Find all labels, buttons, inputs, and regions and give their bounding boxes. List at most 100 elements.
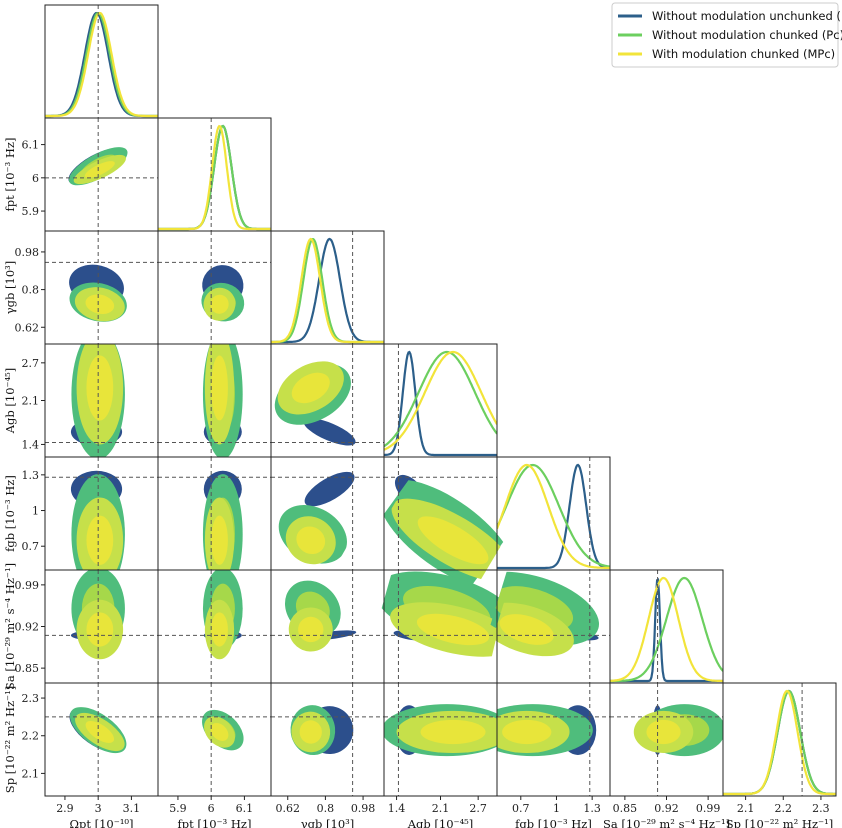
x-tick-label: 2.9 [56, 802, 74, 815]
y-tick-label: 0.8 [22, 284, 40, 297]
density-pc-S_a [610, 576, 723, 683]
x-axis-label-f_gb: fgb [10⁻³ Hz] [515, 817, 592, 828]
density-pc-gamma_gb [271, 237, 384, 344]
legend-label-mpc: With modulation chunked (MPc) [652, 47, 835, 61]
y-axis-label-f_gb: fgb [10⁻³ Hz] [3, 475, 17, 552]
density-p-gamma_gb [271, 237, 384, 344]
contour-mpc-inner [502, 719, 552, 745]
density-p-f_gb [497, 463, 610, 570]
x-tick-label: 2.3 [812, 802, 830, 815]
x-tick-label: 3 [95, 802, 102, 815]
density-mpc-S_a [610, 576, 723, 683]
x-tick-label: 0.92 [654, 802, 679, 815]
x-tick-label: 0.7 [512, 802, 530, 815]
contour-mpc-inner [499, 614, 554, 645]
y-tick-label: 2.7 [22, 357, 40, 370]
x-tick-label: 0.99 [696, 802, 721, 815]
y-tick-label: 0.85 [15, 662, 40, 675]
contour-mpc-inner [211, 355, 228, 421]
x-tick-label: 2.1 [737, 802, 755, 815]
contour-mpc-inner [646, 719, 681, 745]
y-axis-label-gamma_gb: γgb [10³] [3, 261, 17, 314]
contour-mpc-inner [86, 355, 114, 421]
density-pc-S_p [723, 689, 836, 796]
density-mpc-f_pt [158, 124, 271, 231]
y-tick-label: 6 [32, 172, 39, 185]
contour-mpc-inner [291, 372, 330, 404]
y-tick-label: 6.1 [22, 139, 40, 152]
panels-layer: 5.9 6 6.1 fpt [10⁻³ Hz] 0.62 0.8 0.98 γgb [10³]… [3, 4, 837, 828]
density-pc-Omega_pt [45, 12, 158, 118]
density-pc-f_gb [497, 463, 610, 568]
contour-mpc-inner [85, 294, 115, 315]
contour-mpc-inner [86, 515, 114, 565]
legend-box [611, 2, 839, 68]
contour-mpc-inner [86, 612, 114, 647]
legend-label-p: Without modulation unchunked (P) [652, 9, 842, 23]
y-axis-label-A_gb: Agb [10⁻⁴⁵] [3, 368, 17, 435]
y-tick-label: 2.1 [22, 395, 40, 408]
density-p-S_p [723, 689, 836, 796]
x-tick-label: 2.2 [775, 802, 793, 815]
x-tick-label: 0.62 [275, 802, 300, 815]
contour-p [304, 471, 355, 507]
y-axis-label-f_pt: fpt [10⁻³ Hz] [3, 138, 17, 212]
contour-mpc-inner [211, 612, 228, 647]
x-tick-label: 2.1 [432, 802, 450, 815]
x-tick-label: 3.1 [123, 802, 141, 815]
density-mpc-A_gb [384, 350, 497, 451]
x-tick-label: 0.98 [351, 802, 376, 815]
density-pc-A_gb [384, 350, 497, 448]
x-axis-label-S_a: Sa [10⁻²⁹ m² s⁻⁴ Hz⁻¹] [603, 817, 730, 828]
density-p-Omega_pt [45, 11, 158, 118]
contour-mpc-inner [298, 616, 324, 643]
y-tick-label: 0.92 [15, 621, 40, 634]
density-mpc-S_p [723, 689, 836, 796]
contour-p [303, 418, 356, 446]
x-tick-label: 0.85 [613, 802, 638, 815]
contour-mpc-inner [417, 516, 489, 565]
x-tick-label: 6.1 [236, 802, 254, 815]
y-tick-label: 2.2 [22, 730, 40, 743]
x-tick-label: 5.9 [169, 802, 187, 815]
x-tick-label: 1 [553, 802, 560, 815]
contour-mpc-inner [211, 515, 228, 565]
y-tick-label: 0.62 [15, 321, 40, 334]
y-axis-label-S_p: Sp [10⁻²² m² Hz⁻¹] [3, 686, 17, 793]
legend-label-pc: Without modulation chunked (Pc) [652, 28, 842, 42]
y-tick-label: 1.3 [22, 469, 40, 482]
contour-mpc-inner [85, 720, 115, 743]
contour-mpc-inner [84, 161, 115, 178]
x-axis-label-Omega_pt: Ωpt [10⁻¹⁰] [69, 817, 133, 828]
panel-frame [157, 117, 272, 232]
density-p-A_gb [384, 350, 497, 457]
panel-frame [270, 230, 385, 345]
density-mpc-gamma_gb [271, 237, 384, 344]
x-tick-label: 6 [208, 802, 215, 815]
panel-frame [496, 456, 611, 571]
contour-mpc-inner [420, 719, 486, 745]
density-mpc-f_gb [497, 463, 610, 569]
y-tick-label: 2.1 [22, 767, 40, 780]
contour-mpc-inner [299, 720, 322, 744]
y-tick-label: 1.4 [22, 438, 40, 451]
x-tick-label: 1.4 [388, 802, 406, 815]
y-tick-label: 0.7 [22, 540, 40, 553]
contour-mpc-inner [210, 722, 229, 741]
panel-frame [609, 569, 724, 684]
x-tick-label: 0.8 [317, 802, 335, 815]
x-tick-label: 2.7 [469, 802, 487, 815]
x-axis-label-gamma_gb: γgb [10³] [301, 817, 354, 828]
y-tick-label: 5.9 [22, 205, 40, 218]
x-tick-label: 1.3 [583, 802, 601, 815]
contour-mpc-inner [296, 526, 326, 555]
x-axis-label-A_gb: Agb [10⁻⁴⁵] [407, 817, 474, 828]
y-tick-label: 1 [32, 505, 39, 518]
x-axis-label-S_p: Sp [10⁻²² m² Hz⁻¹] [726, 817, 833, 828]
y-tick-label: 2.3 [22, 692, 40, 705]
y-tick-label: 0.98 [15, 246, 40, 259]
legend: Without modulation unchunked (P) Without… [611, 2, 842, 68]
panel-frame [722, 682, 837, 797]
contour-mpc-inner [416, 613, 490, 646]
